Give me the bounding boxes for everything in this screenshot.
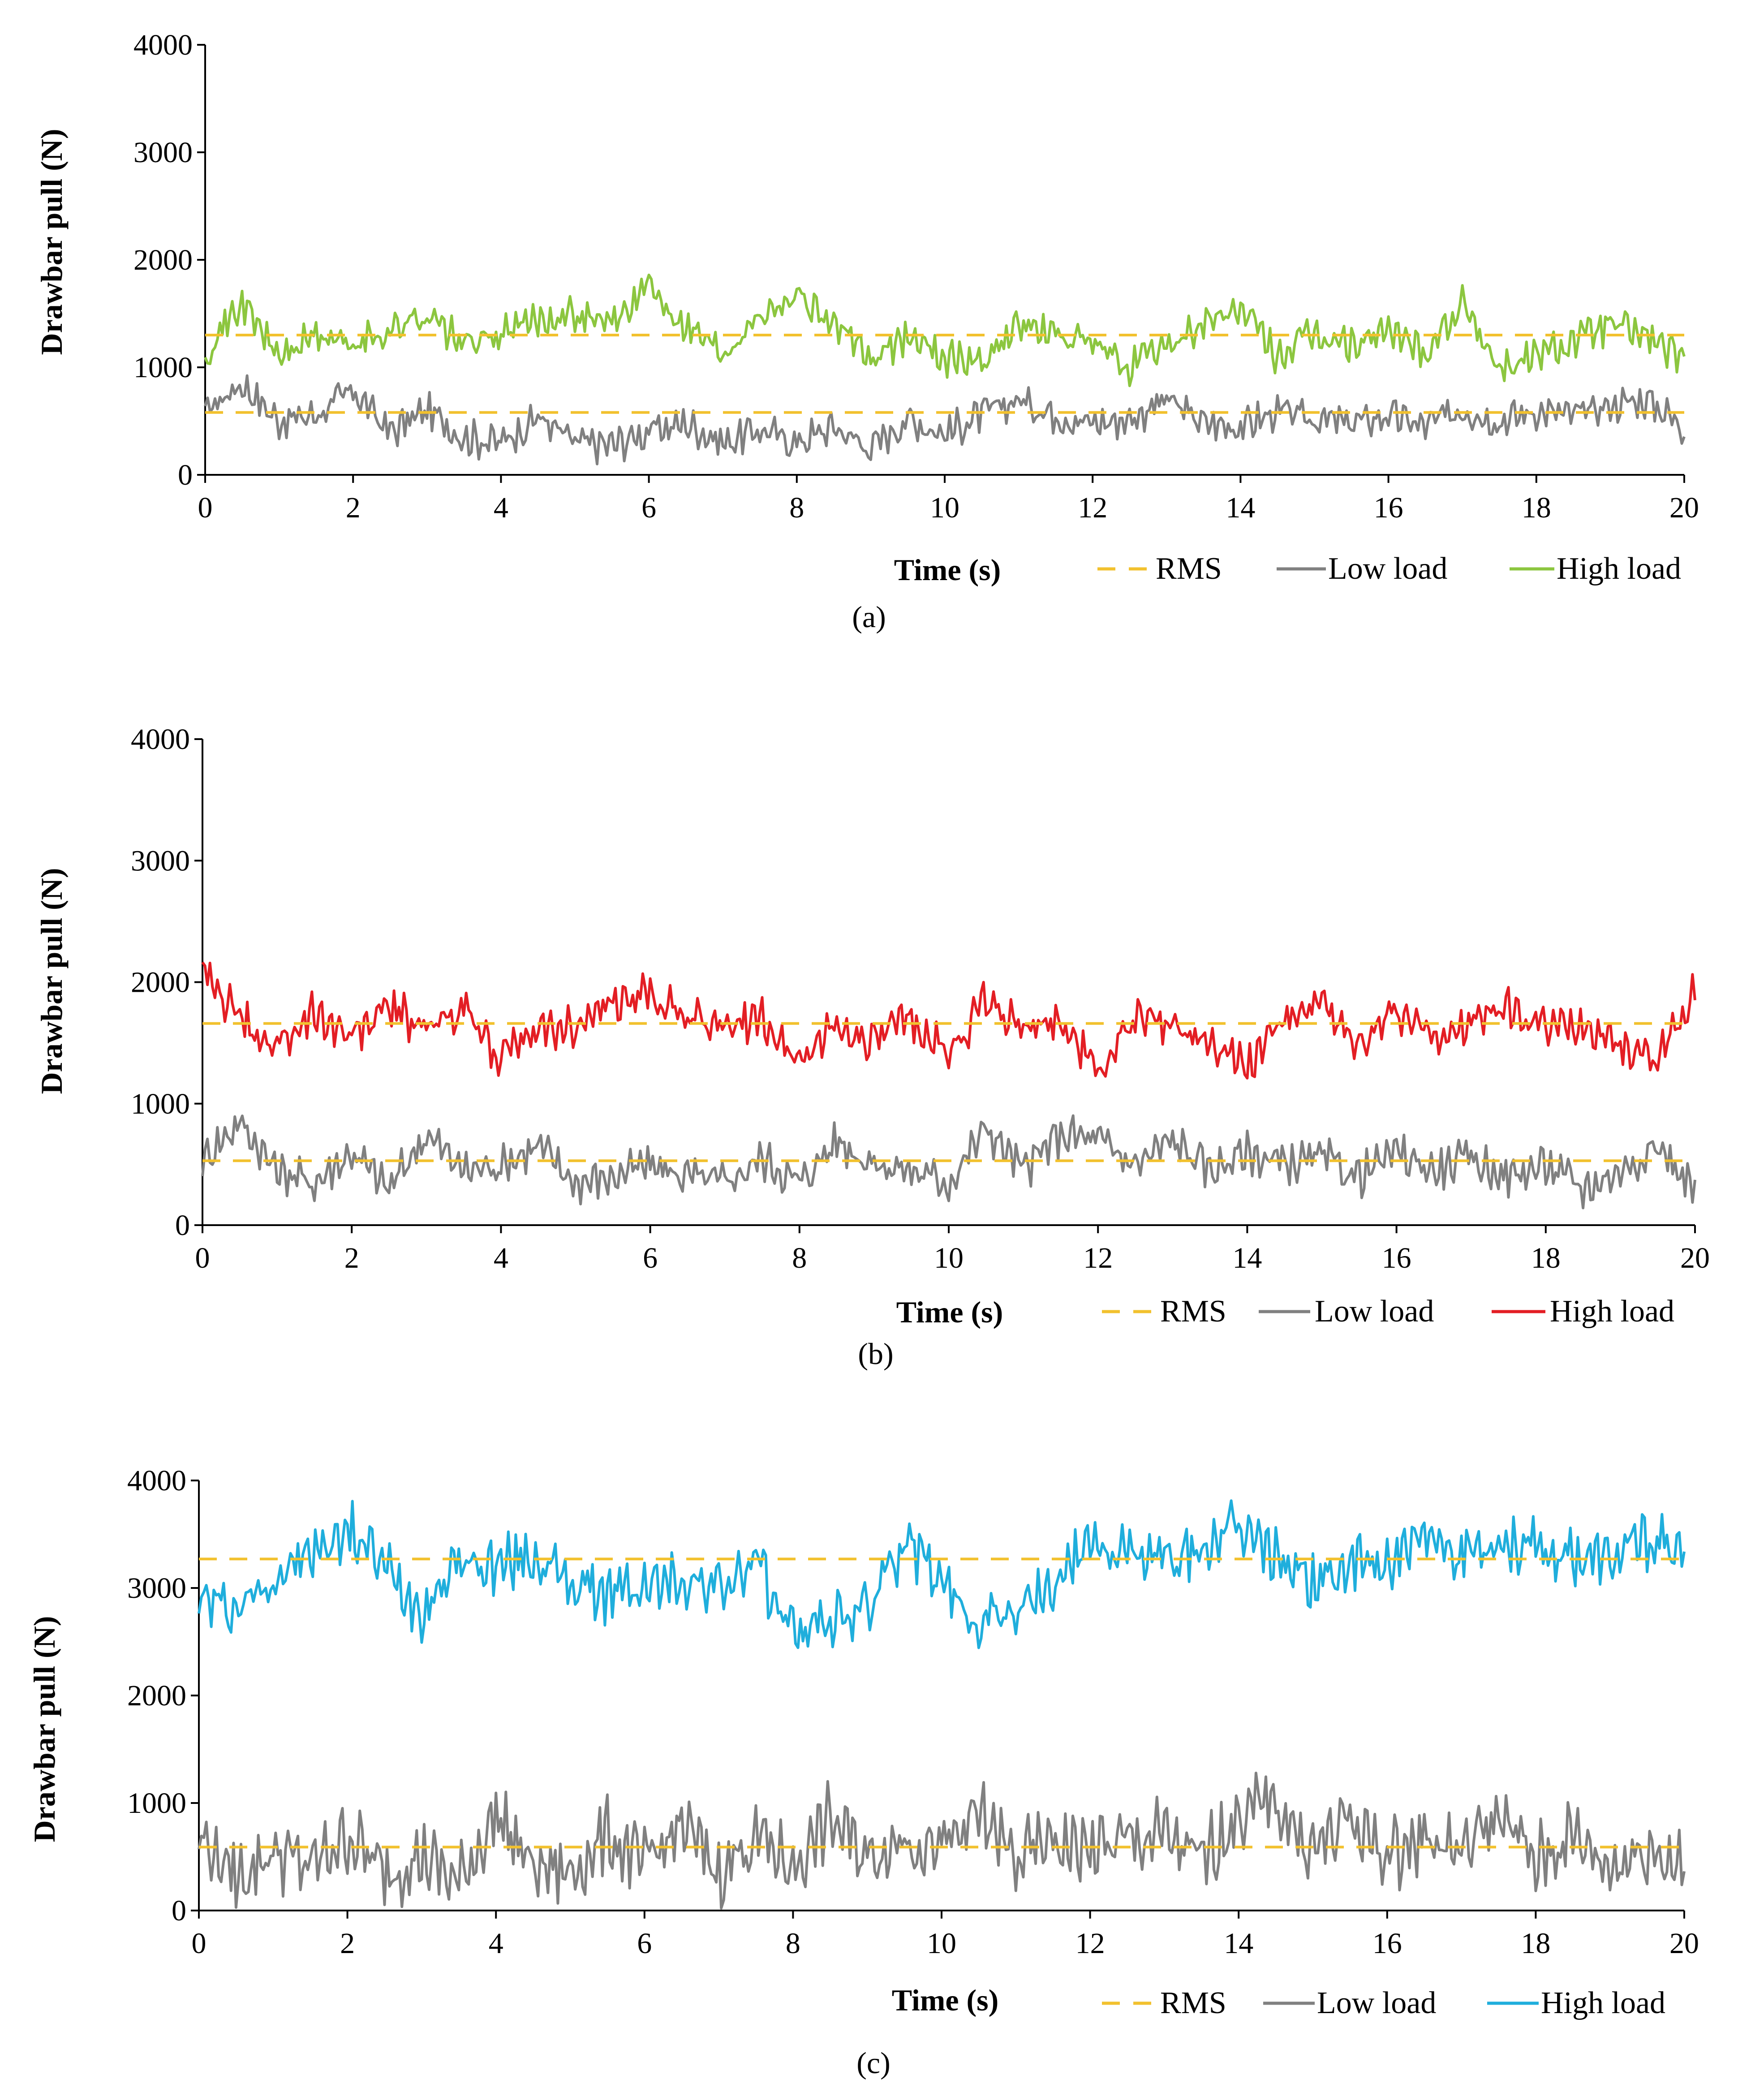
y-axis-label-a: Drawbar pull (N) [34, 129, 69, 355]
x-tick-label: 6 [637, 1927, 652, 1960]
x-tick-label: 12 [1078, 491, 1107, 524]
x-tick-label: 18 [1522, 491, 1551, 524]
x-tick-label: 12 [1075, 1927, 1105, 1960]
y-tick-label: 2000 [131, 966, 190, 999]
x-tick-label: 0 [192, 1927, 206, 1960]
legend-low-label-c: Low load [1317, 1986, 1436, 2020]
caption-c: (c) [856, 2046, 890, 2080]
x-tick-label: 16 [1372, 1927, 1402, 1960]
y-axis-label-c: Drawbar pull (N) [27, 1616, 61, 1842]
legend-c: RMS Low load High load [1102, 1986, 1665, 2020]
y-tick-label: 1000 [133, 351, 193, 384]
x-tick-label: 2 [340, 1927, 355, 1960]
x-tick-label: 12 [1083, 1242, 1113, 1274]
high-load-line [198, 1499, 1686, 1649]
legend-rms-label-a: RMS [1156, 551, 1222, 586]
plot-area-c [198, 1499, 1686, 1910]
x-tick-label: 8 [786, 1927, 800, 1960]
x-axis-label-a: Time (s) [894, 553, 1001, 587]
x-tick-label: 14 [1224, 1927, 1253, 1960]
x-axis-label-c: Time (s) [892, 1983, 999, 2017]
low-load-line [198, 1772, 1686, 1910]
x-tick-label: 18 [1521, 1927, 1550, 1960]
legend-high-label-a: High load [1557, 551, 1681, 586]
x-tick-label: 6 [643, 1242, 658, 1274]
y-tick-labels-a: 0 1000 2000 3000 4000 [133, 29, 193, 491]
high-load-line [204, 273, 1686, 387]
chart-panel-b: Drawbar pull (N) 0 1000 2000 3000 4000 0 2 4 6 8… [34, 723, 1710, 1371]
legend-rms-label-b: RMS [1160, 1294, 1226, 1329]
x-tick-label: 16 [1382, 1242, 1411, 1274]
x-tick-label: 0 [195, 1242, 210, 1274]
x-tick-label: 0 [198, 491, 213, 524]
low-load-line [204, 374, 1686, 465]
x-tick-labels-b: 0 2 4 6 8 10 12 14 16 18 20 [195, 1242, 1710, 1274]
caption-a: (a) [852, 600, 886, 634]
legend-a: RMS Low load High load [1097, 551, 1681, 586]
x-tick-label: 16 [1374, 491, 1403, 524]
y-tick-label: 2000 [133, 244, 193, 276]
legend-b: RMS Low load High load [1102, 1294, 1674, 1329]
y-tick-label: 0 [172, 1894, 186, 1927]
x-tick-label: 20 [1669, 491, 1699, 524]
y-tick-label: 0 [175, 1209, 190, 1242]
y-tick-label: 2000 [127, 1679, 186, 1712]
x-tick-label: 20 [1680, 1242, 1710, 1274]
y-axis-label-b: Drawbar pull (N) [34, 868, 69, 1094]
legend-low-label-b: Low load [1315, 1294, 1434, 1329]
y-tick-label: 4000 [127, 1464, 186, 1497]
x-tick-label: 8 [792, 1242, 807, 1274]
x-tick-labels-a: 0 2 4 6 8 10 12 14 16 18 20 [198, 491, 1699, 524]
legend-rms-label-c: RMS [1160, 1986, 1226, 2020]
x-tick-label: 14 [1232, 1242, 1262, 1274]
plot-area-a [204, 273, 1686, 465]
y-tick-label: 3000 [127, 1572, 186, 1605]
x-tick-label: 10 [930, 491, 959, 524]
legend-high-label-c: High load [1541, 1986, 1665, 2020]
x-tick-label: 4 [494, 1242, 508, 1274]
caption-b: (b) [858, 1337, 893, 1371]
y-tick-label: 1000 [127, 1787, 186, 1820]
y-tick-labels-c: 0 1000 2000 3000 4000 [127, 1464, 186, 1927]
x-tick-label: 8 [789, 491, 804, 524]
chart-panel-c: Drawbar pull (N) 0 1000 2000 3000 4000 0 2 4 6 8… [27, 1464, 1699, 2080]
y-tick-label: 0 [178, 459, 193, 491]
axes-c [191, 1480, 1685, 1919]
x-tick-label: 20 [1669, 1927, 1699, 1960]
chart-panel-a: Drawbar pull (N) 0 1000 2000 3000 4000 0 2 4 6 8… [34, 29, 1699, 634]
x-tick-label: 10 [927, 1927, 956, 1960]
x-tick-labels-c: 0 2 4 6 8 10 12 14 16 18 20 [192, 1927, 1699, 1960]
x-tick-label: 14 [1226, 491, 1255, 524]
y-tick-label: 3000 [131, 844, 190, 877]
y-tick-label: 3000 [133, 136, 193, 169]
y-tick-label: 1000 [131, 1088, 190, 1120]
x-tick-label: 4 [494, 491, 508, 524]
high-load-line [201, 961, 1696, 1080]
axes-b [194, 738, 1696, 1233]
x-axis-label-b: Time (s) [896, 1295, 1003, 1329]
y-tick-label: 4000 [133, 29, 193, 61]
y-tick-label: 4000 [131, 723, 190, 756]
x-tick-label: 4 [489, 1927, 503, 1960]
legend-high-label-b: High load [1550, 1294, 1674, 1329]
x-tick-label: 10 [934, 1242, 964, 1274]
y-tick-labels-b: 0 1000 2000 3000 4000 [131, 723, 190, 1242]
x-tick-label: 18 [1531, 1242, 1561, 1274]
x-tick-label: 6 [641, 491, 656, 524]
legend-low-label-a: Low load [1328, 551, 1447, 586]
x-tick-label: 2 [344, 1242, 359, 1274]
x-tick-label: 2 [346, 491, 361, 524]
plot-area-b [201, 961, 1696, 1209]
low-load-line [201, 1114, 1696, 1209]
